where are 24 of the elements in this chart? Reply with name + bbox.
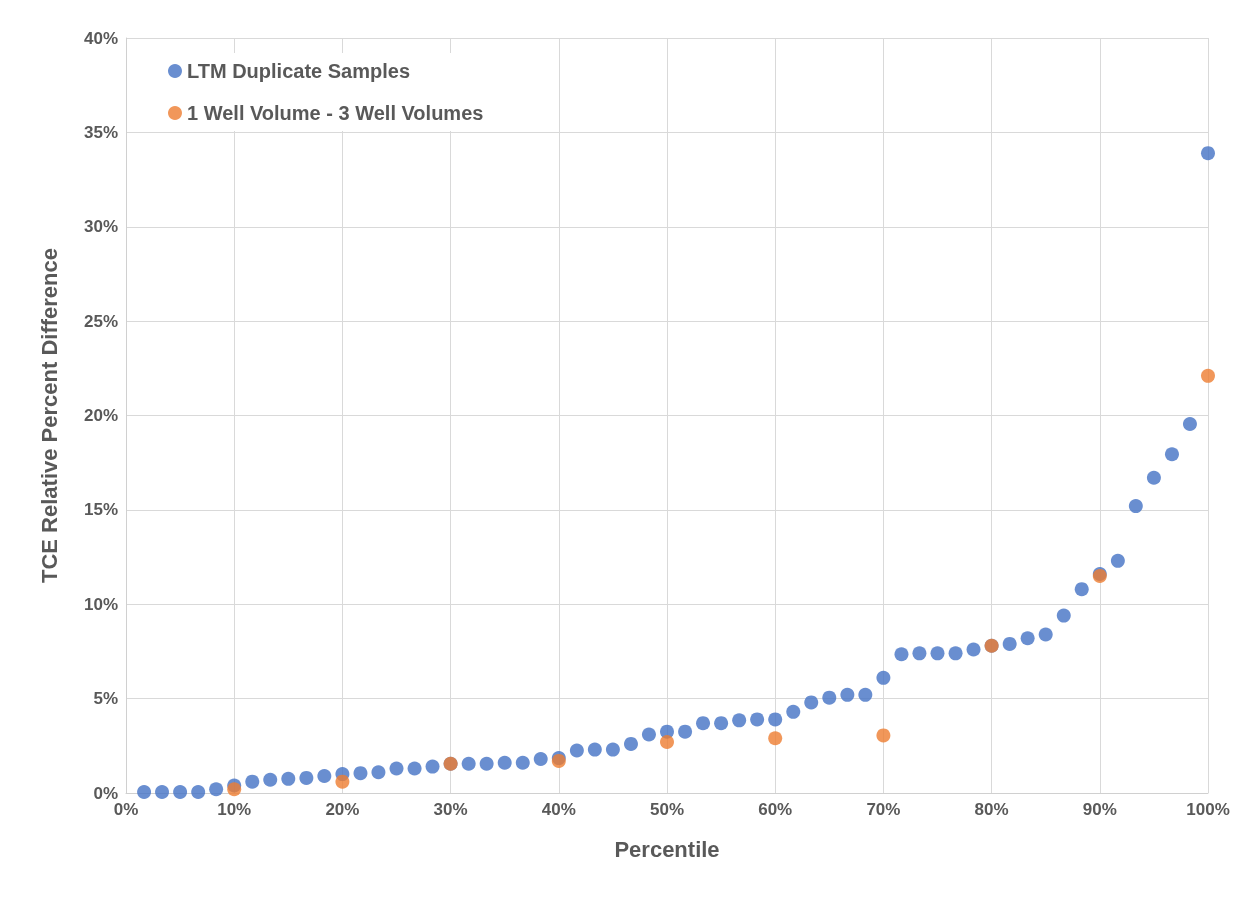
y-tick-label: 15% [83, 500, 118, 520]
y-tick-label: 35% [83, 122, 118, 142]
x-tick-label: 10% [217, 800, 252, 819]
x-tick-label: 20% [325, 800, 360, 819]
legend-label: 1 Well Volume - 3 Well Volumes [187, 102, 484, 124]
legend-label: LTM Duplicate Samples [187, 60, 411, 82]
x-tick-label: 40% [541, 800, 576, 819]
y-tick-label: 10% [83, 594, 118, 614]
x-tick-label: 30% [433, 800, 468, 819]
y-axis-title: TCE Relative Percent Difference [36, 247, 62, 584]
y-tick-label: 5% [93, 689, 118, 709]
x-tick-label: 50% [649, 800, 685, 819]
y-tick-label: 40% [83, 28, 118, 48]
y-tick-label: 25% [83, 311, 118, 331]
y-tick-label: 20% [83, 406, 118, 425]
x-tick-label: 70% [866, 800, 901, 819]
y-tick-label: 0% [93, 783, 118, 803]
x-tick-label: 90% [1082, 800, 1117, 819]
y-tick-label: 30% [83, 217, 118, 237]
x-tick-label: 100% [1186, 800, 1230, 819]
x-tick-label: 60% [758, 800, 793, 819]
x-tick-label: 80% [974, 800, 1009, 819]
x-axis-title: Percentile [614, 836, 720, 862]
x-tick-label: 0% [113, 800, 139, 819]
